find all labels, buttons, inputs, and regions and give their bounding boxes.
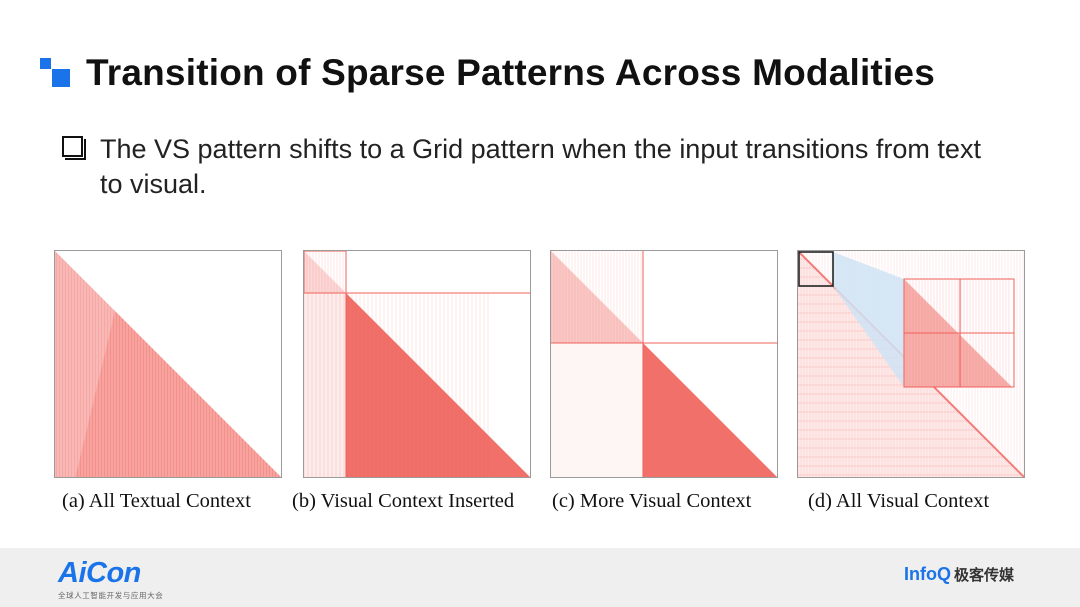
slide: Transition of Sparse Patterns Across Mod…	[0, 52, 1080, 516]
checkbox-icon	[62, 136, 86, 160]
slide-title: Transition of Sparse Patterns Across Mod…	[86, 52, 935, 93]
panel-visual-inserted	[303, 250, 531, 478]
panel-more-visual	[550, 250, 778, 478]
panel-all-visual	[797, 250, 1025, 478]
bullet-point: The VS pattern shifts to a Grid pattern …	[62, 132, 1022, 202]
caption-d: (d) All Visual Context	[808, 490, 990, 512]
aicon-subtitle: 全球人工智能开发与应用大会	[58, 591, 164, 600]
bullet-text: The VS pattern shifts to a Grid pattern …	[100, 134, 981, 199]
caption-a: (a) All Textual Context	[62, 490, 251, 512]
figure-panels	[54, 250, 1026, 480]
infoq-brand-cn: 极客传媒	[954, 567, 1015, 584]
panel-all-textual	[54, 250, 282, 478]
footer-bar: AiCon 全球人工智能开发与应用大会 InfoQ 极客传媒	[0, 548, 1080, 607]
figure-captions: (a) All Textual Context (b) Visual Conte…	[0, 490, 1080, 516]
title-mark-icon	[40, 58, 72, 88]
caption-c: (c) More Visual Context	[552, 490, 752, 512]
caption-b: (b) Visual Context Inserted	[292, 490, 515, 512]
aicon-logo: AiCon	[58, 557, 141, 589]
infoq-brand: InfoQ	[904, 564, 951, 584]
infoq-logo: InfoQ 极客传媒	[904, 564, 1014, 585]
